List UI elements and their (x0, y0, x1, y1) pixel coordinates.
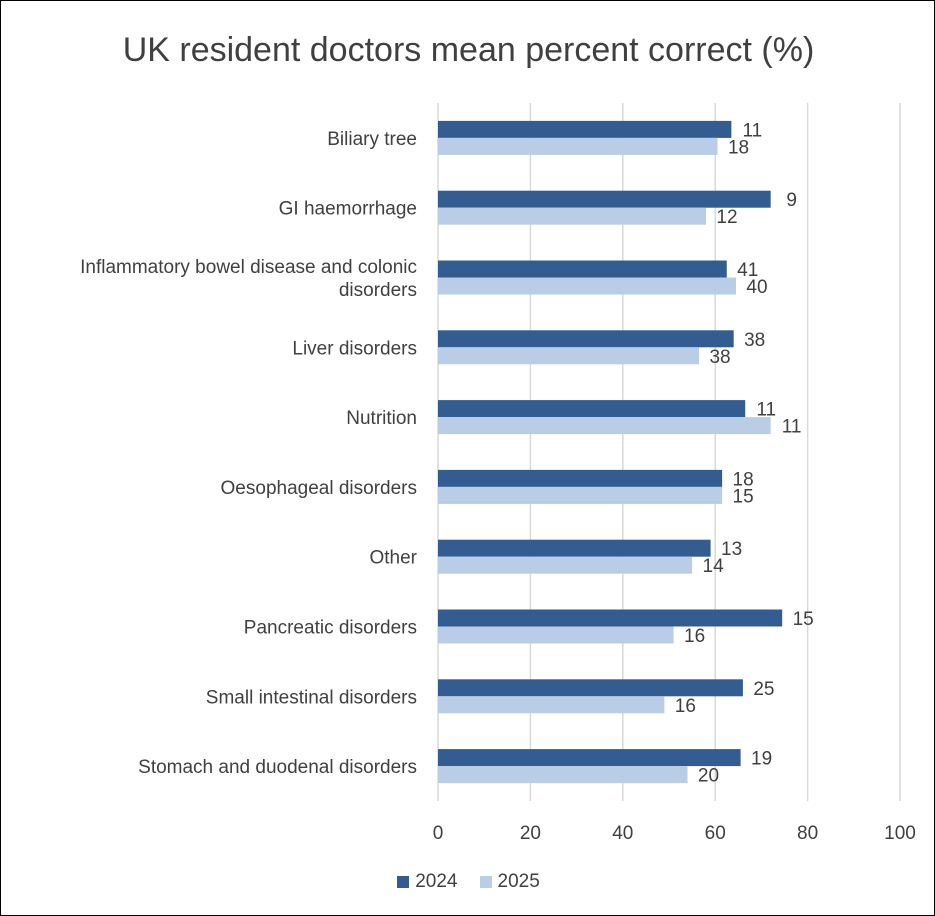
data-label-2025-1: 12 (716, 207, 737, 228)
category-label-7: Pancreatic disorders (244, 618, 417, 639)
bar-2025-8 (438, 696, 665, 714)
bar-2025-0 (438, 137, 718, 155)
x-tick-label-60: 60 (705, 823, 726, 844)
bar-2025-9 (438, 766, 688, 784)
legend-label-2024: 2024 (415, 871, 458, 892)
bar-2024-1 (438, 190, 771, 208)
bar-2024-8 (438, 679, 743, 697)
data-label-2024-7: 15 (793, 609, 814, 630)
bar-2024-3 (438, 330, 734, 348)
x-tick-label-0: 0 (433, 823, 444, 844)
data-label-2025-2: 40 (746, 277, 767, 298)
chart-title: UK resident doctors mean percent correct… (122, 31, 815, 69)
data-label-2024-9: 19 (751, 749, 772, 770)
data-label-2025-5: 15 (733, 486, 754, 507)
data-label-2024-6: 13 (721, 539, 742, 560)
category-label-8: Small intestinal disorders (206, 687, 417, 708)
legend-swatch-2024 (397, 876, 410, 888)
bar-2025-3 (438, 347, 700, 365)
legend-swatch-2025 (479, 876, 492, 888)
bar-2024-5 (438, 469, 723, 487)
data-label-2025-8: 16 (675, 696, 696, 717)
bar-2024-4 (438, 400, 746, 418)
x-tick-label-80: 80 (797, 823, 818, 844)
data-label-2024-1: 9 (786, 190, 797, 211)
data-label-2025-9: 20 (698, 766, 719, 787)
bar-2025-7 (438, 626, 674, 644)
legend-item-2025: 2025 (479, 871, 540, 893)
bar-2024-2 (438, 260, 727, 278)
data-label-2024-0: 11 (743, 120, 763, 141)
x-tick-label-20: 20 (520, 823, 541, 844)
data-label-2025-6: 14 (703, 556, 725, 577)
bar-2024-6 (438, 539, 711, 557)
bar-2025-2 (438, 277, 736, 295)
legend-label-2025: 2025 (497, 871, 540, 892)
x-tick-labels: 0 20 40 60 80 100 (433, 823, 916, 844)
bar-2025-4 (438, 417, 771, 435)
data-label-2025-4: 11 (782, 417, 802, 438)
category-label-1: GI haemorrhage (279, 199, 417, 220)
bars (438, 120, 783, 784)
category-label-0: Biliary tree (327, 129, 417, 150)
data-label-2024-4: 11 (756, 400, 776, 421)
category-label-4: Nutrition (346, 408, 417, 429)
category-label-9: Stomach and duodenal disorders (138, 757, 417, 778)
bar-2025-5 (438, 486, 723, 504)
category-label-3: Liver disorders (292, 338, 417, 359)
legend: 2024 2025 (1, 871, 935, 893)
bar-2024-0 (438, 120, 732, 138)
data-label-2025-3: 38 (709, 347, 730, 368)
data-label-2025-7: 16 (684, 626, 705, 647)
data-label-2024-2: 41 (737, 260, 758, 281)
data-label-2025-0: 18 (728, 137, 749, 158)
bar-2024-9 (438, 749, 741, 767)
bar-2025-1 (438, 207, 706, 225)
data-label-2024-8: 25 (753, 679, 774, 700)
bar-2024-7 (438, 609, 783, 627)
category-label-5: Oesophageal disorders (221, 478, 417, 499)
bar-2025-6 (438, 556, 693, 574)
data-label-2024-3: 38 (744, 330, 765, 351)
legend-item-2024: 2024 (397, 871, 458, 893)
x-tick-label-40: 40 (612, 823, 633, 844)
data-label-2024-5: 18 (733, 469, 754, 490)
category-label-2: Inflammatory bowel disease and colonic di… (80, 257, 417, 301)
category-labels: Biliary tree GI haemorrhage Inflammatory b… (80, 129, 418, 778)
x-tick-label-100: 100 (884, 823, 916, 844)
category-label-6: Other (369, 548, 417, 569)
